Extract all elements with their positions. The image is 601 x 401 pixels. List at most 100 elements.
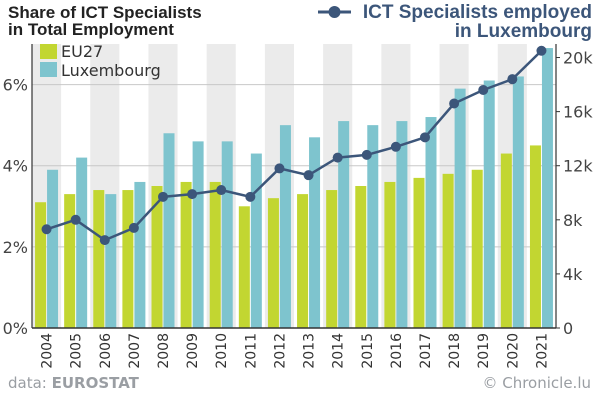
bar-eu27 (238, 206, 250, 328)
employment-point (245, 191, 256, 202)
employment-point (70, 214, 81, 225)
employment-point (128, 222, 139, 233)
bar-luxembourg (483, 80, 495, 328)
x-tick-label: 2010 (214, 333, 230, 369)
right-tick-label: 0 (563, 319, 573, 338)
x-tick-label: 2009 (185, 333, 201, 369)
right-tick-label: 20k (563, 49, 593, 68)
legend: EU27 Luxembourg (40, 42, 161, 80)
bar-eu27 (355, 186, 367, 328)
employment-point (216, 185, 227, 196)
x-tick-label: 2011 (243, 333, 259, 369)
x-tick-label: 2007 (127, 333, 143, 369)
bar-eu27 (442, 173, 454, 328)
x-tick-label: 2019 (476, 333, 492, 369)
left-tick-label: 0% (3, 319, 28, 338)
left-title-line2: in Total Employment (8, 20, 174, 39)
bar-luxembourg (512, 76, 524, 328)
left-tick-label: 4% (3, 157, 28, 176)
bar-luxembourg (163, 133, 175, 328)
bar-luxembourg (221, 141, 233, 328)
source-name: EUROSTAT (51, 374, 139, 392)
x-tick-label: 2013 (302, 333, 318, 369)
bar-eu27 (326, 190, 338, 328)
x-tick-label: 2020 (505, 333, 521, 369)
employment-point (536, 45, 547, 56)
right-tick-label: 16k (563, 103, 593, 122)
right-tick-label: 4k (563, 265, 583, 284)
employment-point (158, 191, 168, 202)
bar-eu27 (384, 181, 396, 328)
bar-eu27 (500, 153, 512, 328)
x-tick-label: 2021 (534, 333, 550, 369)
employment-point (332, 152, 343, 163)
bar-eu27 (267, 198, 279, 328)
x-tick-label: 2018 (447, 333, 463, 369)
bar-eu27 (151, 186, 163, 328)
bar-eu27 (471, 169, 483, 328)
bar-luxembourg (279, 125, 291, 329)
bar-luxembourg (76, 157, 88, 328)
x-tick-label: 2016 (389, 333, 405, 369)
bar-luxembourg (454, 88, 466, 328)
line-legend-icon (318, 6, 351, 18)
bar-luxembourg (309, 137, 321, 328)
left-tick-label: 2% (3, 238, 28, 257)
source-prefix: data: (8, 374, 52, 392)
employment-point (41, 224, 52, 235)
credit: © Chronicle.lu (482, 374, 591, 392)
tick-labels: 0% 2% 4% 6% 0 4k 8k 12k 16k 20k 2004 2005 2006 2007 20… (3, 49, 594, 369)
x-tick-label: 2017 (418, 333, 434, 369)
bar-luxembourg (134, 181, 146, 328)
employment-point (187, 189, 198, 200)
employment-point (361, 149, 372, 160)
x-tick-label: 2008 (156, 333, 172, 369)
left-tick-label: 6% (3, 76, 28, 95)
bar-eu27 (64, 194, 76, 328)
bar-eu27 (122, 190, 134, 328)
bar-eu27 (297, 194, 309, 328)
employment-line (41, 45, 547, 246)
right-title-line2: in Luxembourg (455, 21, 592, 42)
employment-point (507, 74, 518, 85)
bar-eu27 (209, 181, 221, 328)
x-tick-label: 2005 (69, 333, 85, 369)
x-tick-label: 2014 (331, 333, 347, 369)
bar-eu27 (93, 190, 105, 328)
left-title-line1: Share of ICT Specialists (8, 3, 202, 22)
employment-point (390, 141, 401, 152)
source-note: data: EUROSTAT (8, 374, 139, 392)
bar-luxembourg (192, 141, 204, 328)
bar-luxembourg (47, 169, 59, 328)
bar-luxembourg (425, 117, 437, 329)
bar-luxembourg (105, 194, 117, 328)
x-tick-label: 2004 (40, 333, 56, 369)
bar-luxembourg (338, 121, 350, 328)
bar-eu27 (180, 181, 192, 328)
bars (35, 48, 553, 329)
legend-swatch-luxembourg (40, 62, 57, 77)
axes (31, 44, 560, 329)
x-tick-label: 2012 (272, 333, 288, 369)
employment-point (449, 98, 460, 109)
bar-luxembourg (250, 153, 262, 328)
bar-eu27 (413, 177, 425, 328)
bar-luxembourg (541, 48, 553, 329)
x-tick-label: 2006 (98, 333, 114, 369)
employment-point (420, 132, 430, 143)
employment-point (478, 84, 489, 95)
employment-point (99, 235, 110, 246)
employment-point (303, 170, 314, 181)
gridlines (32, 84, 556, 248)
right-tick-label: 12k (563, 157, 593, 176)
bar-luxembourg (396, 121, 408, 328)
employment-line-path (46, 49, 543, 242)
x-tick-label: 2015 (360, 333, 376, 369)
legend-swatch-eu27 (40, 44, 57, 59)
legend-label-eu27: EU27 (61, 42, 103, 61)
right-tick-label: 8k (563, 211, 583, 230)
bar-eu27 (529, 145, 541, 328)
bar-luxembourg (367, 125, 379, 329)
right-title-line1: ICT Specialists employed (363, 2, 592, 23)
